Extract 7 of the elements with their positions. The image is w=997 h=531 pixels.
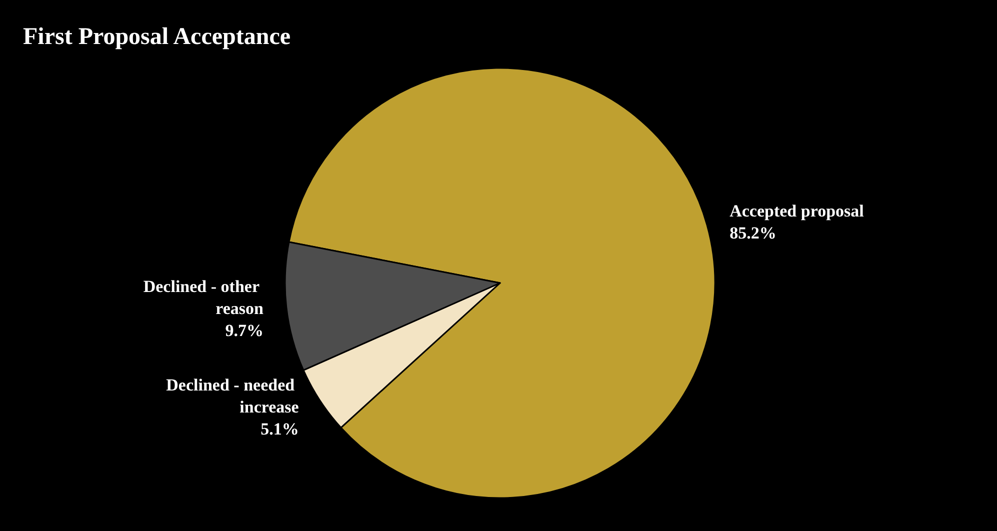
data-label: 9.7% bbox=[225, 321, 264, 340]
data-label: 85.2% bbox=[730, 223, 776, 242]
slice-label: Declined - needed increase bbox=[166, 375, 300, 416]
chart-title: First Proposal Acceptance bbox=[23, 24, 291, 50]
data-label: 5.1% bbox=[260, 419, 299, 438]
slice-label: Accepted proposal bbox=[730, 201, 864, 220]
slice-label: Declined - other reason bbox=[143, 277, 264, 318]
